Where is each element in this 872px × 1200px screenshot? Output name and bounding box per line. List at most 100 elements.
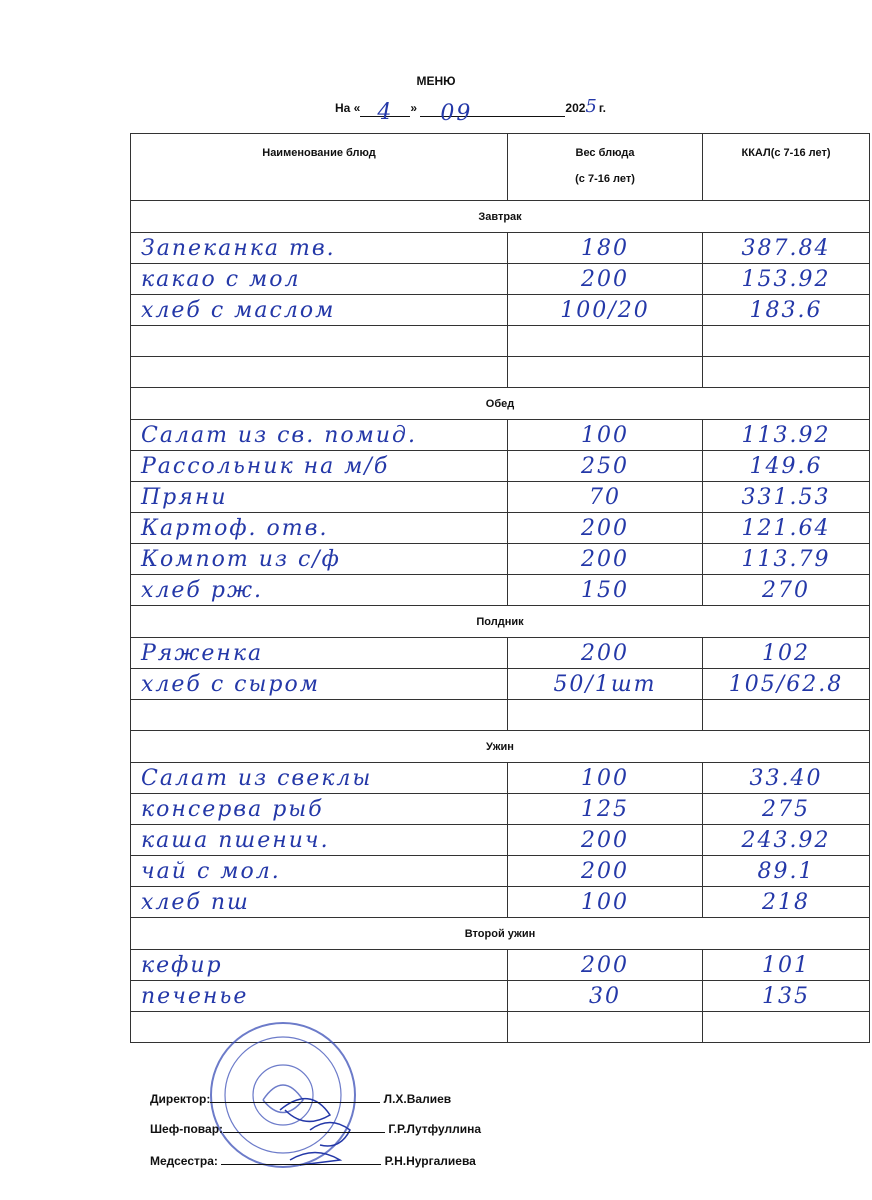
date-mid: »: [410, 101, 418, 115]
section-title: Второй ужин: [130, 917, 870, 950]
sig-name: Г.Р.Лутфуллина: [388, 1122, 482, 1136]
table-row: Компот из с/ф 200 113.79: [130, 543, 870, 575]
cell-kcal: 33.40: [702, 762, 870, 794]
cell-dish: [130, 1011, 508, 1043]
date-month: 09: [420, 101, 566, 126]
cell-dish: [130, 356, 508, 388]
cell-dish: Картоф. отв.: [130, 512, 508, 544]
sig-role: Медсестра:: [150, 1154, 218, 1168]
cell-kcal: 121.64: [702, 512, 870, 544]
cell-weight: 200: [507, 543, 703, 575]
sig-line: [223, 1120, 386, 1133]
sig-name: Л.Х.Валиев: [383, 1092, 452, 1106]
section-header: Второй ужин: [130, 917, 870, 950]
cell-kcal: 89.1: [702, 855, 870, 887]
cell-weight: 100: [507, 886, 703, 918]
cell-kcal: 218: [702, 886, 870, 918]
cell-weight: 200: [507, 637, 703, 669]
cell-weight: 70: [507, 481, 703, 513]
cell-dish: печенье: [130, 980, 508, 1012]
cell-weight: [507, 699, 703, 731]
date-prefix: На «: [335, 101, 361, 115]
cell-kcal: 105/62.8: [702, 668, 870, 700]
cell-weight: [507, 1011, 703, 1043]
cell-weight: [507, 356, 703, 388]
cell-dish: хлеб с маслом: [130, 294, 508, 326]
page-title: МЕНЮ: [416, 74, 456, 88]
date-line: На «4» 09 2025г.: [335, 96, 606, 126]
section-header: Полдник: [130, 605, 870, 638]
cell-dish: Салат из свеклы: [130, 762, 508, 794]
section-title: Полдник: [130, 605, 870, 638]
sig-name: Р.Н.Нургалиева: [384, 1154, 476, 1168]
cell-kcal: [702, 356, 870, 388]
cell-weight: 200: [507, 263, 703, 295]
table-row: [130, 699, 870, 731]
cell-kcal: 275: [702, 793, 870, 825]
sig-role: Шеф-повар:: [150, 1122, 224, 1136]
section-title: Обед: [130, 387, 870, 420]
table-row: [130, 325, 870, 357]
table-row: Картоф. отв. 200 121.64: [130, 512, 870, 544]
cell-dish: кефир: [130, 949, 508, 981]
section-title: Завтрак: [130, 200, 870, 233]
table-row: какао с мол 200 153.92: [130, 263, 870, 295]
cell-kcal: 387.84: [702, 232, 870, 264]
table-row: хлеб с сыром 50/1шт 105/62.8: [130, 668, 870, 700]
col-weight: Вес блюда (с 7-16 лет): [507, 133, 703, 201]
cell-weight: 50/1шт: [507, 668, 703, 700]
table-row: кефир 200 101: [130, 949, 870, 981]
table-header: Наименование блюд Вес блюда (с 7-16 лет) …: [130, 133, 870, 201]
section-header: Обед: [130, 387, 870, 420]
cell-weight: 100/20: [507, 294, 703, 326]
col-kcal: ККАЛ(с 7-16 лет): [702, 133, 870, 201]
cell-kcal: 113.92: [702, 419, 870, 451]
table-row: печенье 30 135: [130, 980, 870, 1012]
col-weight-label: Вес блюда: [575, 147, 635, 159]
table-row: хлеб пш 100 218: [130, 886, 870, 918]
table-row: Салат из свеклы 100 33.40: [130, 762, 870, 794]
year-digit: 5: [585, 96, 599, 117]
table-row: [130, 1011, 870, 1043]
cell-kcal: 113.79: [702, 543, 870, 575]
cell-kcal: 243.92: [702, 824, 870, 856]
cell-kcal: 135: [702, 980, 870, 1012]
cell-kcal: [702, 1011, 870, 1043]
table-row: каша пшенич. 200 243.92: [130, 824, 870, 856]
section-title: Ужин: [130, 730, 870, 763]
signature-nurse: Медсестра: Р.Н.Нургалиева: [150, 1152, 476, 1168]
table-row: консерва рыб 125 275: [130, 793, 870, 825]
cell-dish: Пряни: [130, 481, 508, 513]
cell-weight: 125: [507, 793, 703, 825]
date-day: 4: [360, 100, 411, 125]
year-prefix: 202: [565, 101, 586, 115]
cell-dish: Рассольник на м/б: [130, 450, 508, 482]
cell-weight: 180: [507, 232, 703, 264]
cell-dish: хлеб с сыром: [130, 668, 508, 700]
cell-dish: Компот из с/ф: [130, 543, 508, 575]
cell-weight: 150: [507, 574, 703, 606]
table-row: Пряни 70 331.53: [130, 481, 870, 513]
cell-weight: 200: [507, 824, 703, 856]
signature-chef: Шеф-повар: Г.Р.Лутфуллина: [150, 1120, 481, 1136]
cell-kcal: [702, 699, 870, 731]
sig-line: [210, 1090, 381, 1103]
cell-kcal: 270: [702, 574, 870, 606]
cell-weight: 200: [507, 855, 703, 887]
cell-kcal: 102: [702, 637, 870, 669]
cell-weight: 100: [507, 419, 703, 451]
cell-weight: [507, 325, 703, 357]
table-row: Ряженка 200 102: [130, 637, 870, 669]
official-stamp: [210, 1022, 356, 1168]
cell-kcal: 331.53: [702, 481, 870, 513]
col-dish: Наименование блюд: [130, 133, 508, 201]
cell-kcal: [702, 325, 870, 357]
cell-dish: хлеб рж.: [130, 574, 508, 606]
cell-dish: [130, 699, 508, 731]
signature-scribbles: [279, 1097, 351, 1166]
cell-weight: 250: [507, 450, 703, 482]
sig-line: [221, 1152, 382, 1165]
cell-weight: 200: [507, 949, 703, 981]
cell-dish: [130, 325, 508, 357]
cell-weight: 100: [507, 762, 703, 794]
